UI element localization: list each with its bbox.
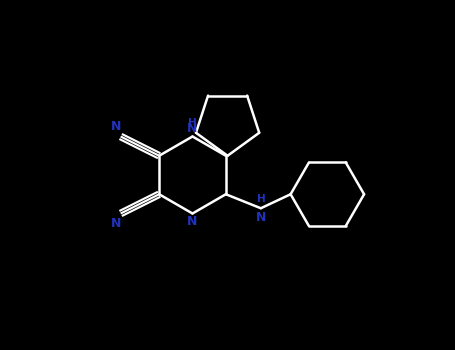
Text: H: H (188, 118, 197, 128)
Text: H: H (257, 194, 266, 204)
Text: N: N (187, 215, 197, 228)
Text: N: N (256, 211, 266, 224)
Text: N: N (111, 217, 121, 230)
Text: N: N (187, 122, 197, 135)
Text: N: N (111, 120, 121, 133)
